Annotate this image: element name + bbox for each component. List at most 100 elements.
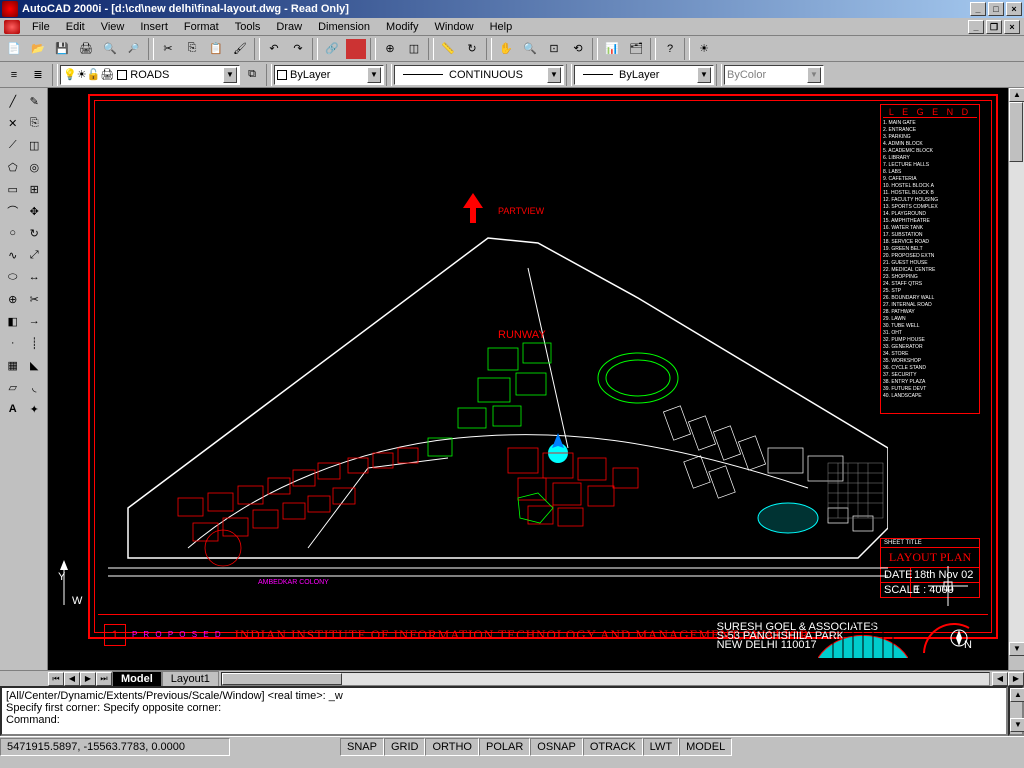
lwt-toggle[interactable]: LWT: [643, 738, 679, 756]
dist-icon[interactable]: 📏: [437, 38, 459, 60]
polar-toggle[interactable]: POLAR: [479, 738, 530, 756]
print-icon[interactable]: 🖨: [75, 38, 97, 60]
maximize-button[interactable]: □: [988, 2, 1004, 16]
spline-icon[interactable]: ∿: [2, 244, 24, 266]
tracking-icon[interactable]: ⊕: [379, 38, 401, 60]
menu-modify[interactable]: Modify: [378, 19, 426, 35]
paste-icon[interactable]: 📋: [205, 38, 227, 60]
tab-last-icon[interactable]: ⏭: [96, 672, 112, 686]
preview-icon[interactable]: 🔍: [99, 38, 121, 60]
cmd-scroll-down[interactable]: ▼: [1010, 718, 1024, 732]
dropdown-arrow-icon[interactable]: ▼: [807, 67, 821, 83]
minimize-button[interactable]: _: [970, 2, 986, 16]
mirror-icon[interactable]: ◫: [24, 134, 46, 156]
dropdown-arrow-icon[interactable]: ▼: [547, 67, 561, 83]
scroll-up-icon[interactable]: ▲: [1009, 88, 1024, 102]
dropdown-arrow-icon[interactable]: ▼: [697, 67, 711, 83]
cmd-scrollbar[interactable]: ▲ ▼: [1008, 686, 1024, 736]
layer-dropdown[interactable]: 💡 ☀ 🔓 🖨 ROADS ▼: [60, 65, 240, 85]
trim-icon[interactable]: ✂: [24, 288, 46, 310]
model-toggle[interactable]: MODEL: [679, 738, 732, 756]
tab-prev-icon[interactable]: ◀: [64, 672, 80, 686]
break-icon[interactable]: ┊: [24, 332, 46, 354]
pan-icon[interactable]: ✋: [495, 38, 517, 60]
copy-icon[interactable]: ⎘: [181, 38, 203, 60]
help-icon[interactable]: ?: [659, 38, 681, 60]
stretch-icon[interactable]: ↔: [24, 266, 46, 288]
ucs-icon[interactable]: ◫: [403, 38, 425, 60]
chamfer-icon[interactable]: ◣: [24, 354, 46, 376]
close-button[interactable]: ×: [1006, 2, 1022, 16]
block-icon[interactable]: ◧: [2, 310, 24, 332]
menu-help[interactable]: Help: [482, 19, 521, 35]
ellipse-icon[interactable]: ⬭: [2, 266, 24, 288]
point-icon[interactable]: ·: [2, 332, 24, 354]
tab-layout1[interactable]: Layout1: [162, 671, 219, 687]
scale-icon[interactable]: ⤢: [24, 244, 46, 266]
doc-restore-button[interactable]: ❐: [986, 20, 1002, 34]
circle-icon[interactable]: ○: [2, 222, 24, 244]
doc-close-button[interactable]: ×: [1004, 20, 1020, 34]
menu-edit[interactable]: Edit: [58, 19, 93, 35]
tab-first-icon[interactable]: ⏮: [48, 672, 64, 686]
rotate-icon[interactable]: ↻: [24, 222, 46, 244]
menu-file[interactable]: File: [24, 19, 58, 35]
polygon-icon[interactable]: ⬠: [2, 156, 24, 178]
explode-icon[interactable]: ✦: [24, 398, 46, 420]
lineweight-dropdown[interactable]: ByLayer ▼: [574, 65, 714, 85]
tool-icon[interactable]: [345, 38, 367, 60]
text-icon[interactable]: A: [2, 398, 24, 420]
cmd-scroll-up[interactable]: ▲: [1010, 688, 1024, 702]
menu-format[interactable]: Format: [176, 19, 227, 35]
tab-next-icon[interactable]: ▶: [80, 672, 96, 686]
redraw-icon[interactable]: ↻: [461, 38, 483, 60]
horizontal-scrollbar[interactable]: [221, 672, 990, 686]
extend-icon[interactable]: →: [24, 310, 46, 332]
arc-icon[interactable]: ⌒: [2, 200, 24, 222]
drawing-canvas[interactable]: L E G E N D 1. MAIN GATE2. ENTRANCE3. PA…: [48, 88, 1008, 670]
menu-dimension[interactable]: Dimension: [310, 19, 378, 35]
pline-icon[interactable]: ⟋: [2, 134, 24, 156]
move-icon[interactable]: ✥: [24, 200, 46, 222]
scroll-down-icon[interactable]: ▼: [1009, 642, 1024, 656]
fillet-icon[interactable]: ◟: [24, 376, 46, 398]
menu-view[interactable]: View: [93, 19, 133, 35]
hyperlink-icon[interactable]: 🔗: [321, 38, 343, 60]
insert-icon[interactable]: ⊕: [2, 288, 24, 310]
layer-prev-icon[interactable]: ≣: [27, 64, 49, 86]
properties-icon[interactable]: 📊: [601, 38, 623, 60]
array-icon[interactable]: ⊞: [24, 178, 46, 200]
color-dropdown[interactable]: ByLayer ▼: [274, 65, 384, 85]
vertical-scrollbar[interactable]: ▲ ▼: [1008, 88, 1024, 670]
xline-icon[interactable]: ✕: [2, 112, 24, 134]
line-icon[interactable]: ╱: [2, 90, 24, 112]
hscroll-thumb[interactable]: [222, 673, 342, 685]
grid-toggle[interactable]: GRID: [384, 738, 426, 756]
dropdown-arrow-icon[interactable]: ▼: [223, 67, 237, 83]
zoom-rt-icon[interactable]: 🔍: [519, 38, 541, 60]
hatch-icon[interactable]: ▦: [2, 354, 24, 376]
plotstyle-dropdown[interactable]: ByColor ▼: [724, 65, 824, 85]
region-icon[interactable]: ▱: [2, 376, 24, 398]
new-icon[interactable]: 📄: [3, 38, 25, 60]
find-icon[interactable]: 🔎: [123, 38, 145, 60]
layer-filter-icon[interactable]: ⧉: [241, 64, 263, 86]
adcenter-icon[interactable]: 🗂: [625, 38, 647, 60]
doc-minimize-button[interactable]: _: [968, 20, 984, 34]
hscroll-left-icon[interactable]: ◀: [992, 672, 1008, 686]
snap-toggle[interactable]: SNAP: [340, 738, 384, 756]
match-icon[interactable]: 🖌: [229, 38, 251, 60]
menu-insert[interactable]: Insert: [132, 19, 176, 35]
redo-icon[interactable]: ↷: [287, 38, 309, 60]
ortho-toggle[interactable]: ORTHO: [425, 738, 479, 756]
scroll-thumb[interactable]: [1009, 102, 1023, 162]
zoom-prev-icon[interactable]: ⟲: [567, 38, 589, 60]
rectangle-icon[interactable]: ▭: [2, 178, 24, 200]
copy-obj-icon[interactable]: ⎘: [24, 112, 46, 134]
menu-window[interactable]: Window: [426, 19, 481, 35]
command-line[interactable]: [All/Center/Dynamic/Extents/Previous/Sca…: [0, 686, 1008, 736]
zoom-win-icon[interactable]: ⊡: [543, 38, 565, 60]
erase-icon[interactable]: ✎: [24, 90, 46, 112]
offset-icon[interactable]: ◎: [24, 156, 46, 178]
tab-model[interactable]: Model: [112, 671, 162, 687]
